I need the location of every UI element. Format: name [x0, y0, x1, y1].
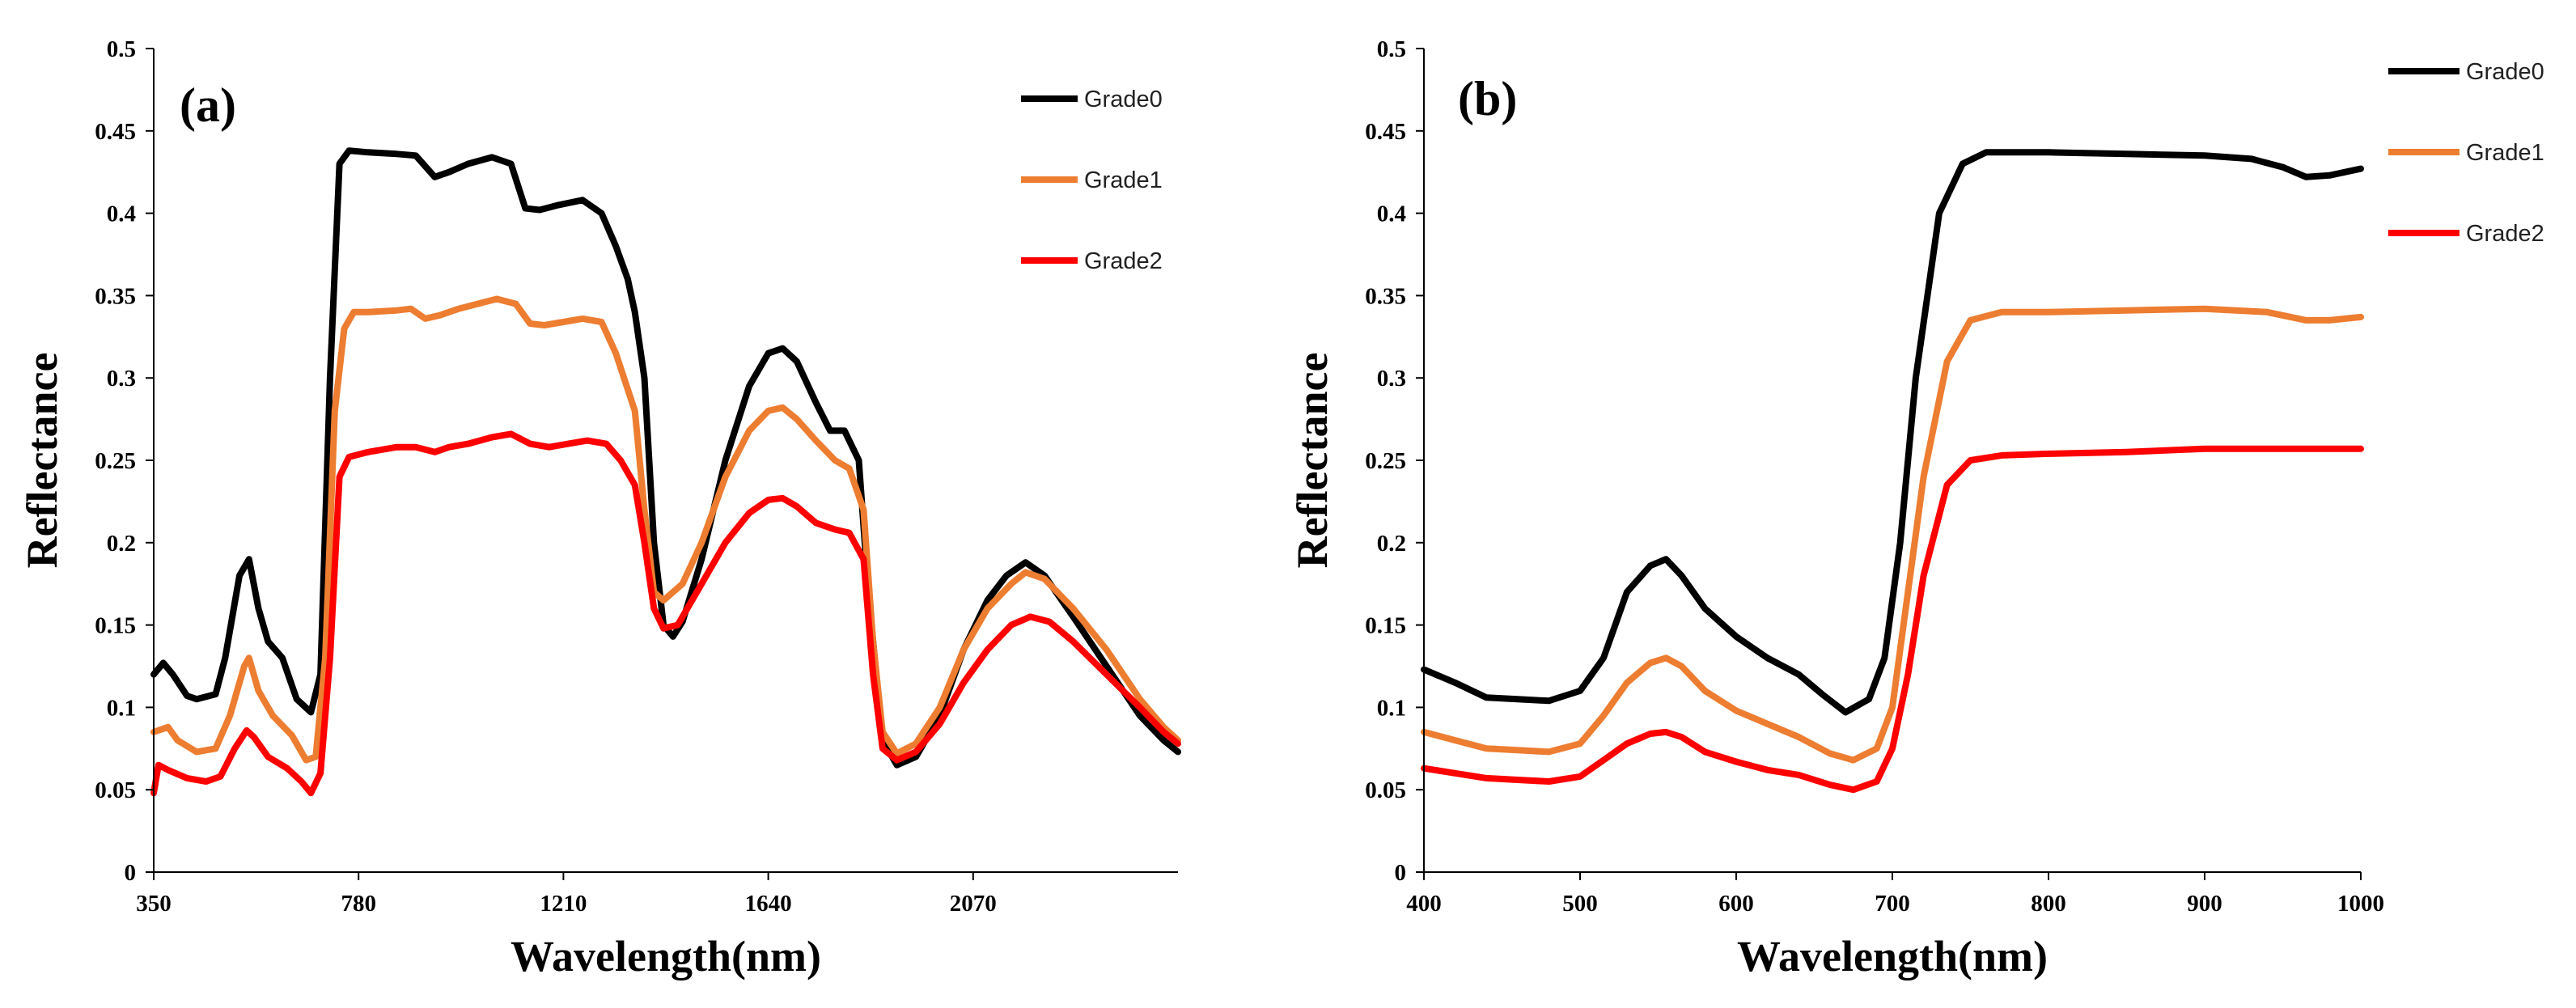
x-ticks: 400 500 600 700 800 900 1000	[1406, 872, 2384, 917]
y-tick-label: 0.1	[107, 695, 136, 721]
y-tick-label: 0.3	[107, 366, 136, 392]
legend-label-grade0: Grade0	[1084, 87, 1163, 112]
legend-label-grade2: Grade2	[1084, 248, 1163, 274]
y-ticks: 0 0.05 0.1 0.15 0.2 0.25 0.3 0.35 0.4 0.45 0.5	[95, 36, 154, 886]
x-tick-label: 600	[1718, 891, 1754, 917]
y-tick-label: 0.05	[1365, 777, 1406, 803]
y-tick-label: 0.1	[1377, 695, 1406, 721]
chart-panel-a: 0 0.05 0.1 0.15 0.2 0.25 0.3 0.35 0.4 0.45 0.5 350…	[18, 36, 1181, 980]
x-tick-label: 350	[136, 891, 172, 917]
x-tick-label: 800	[2031, 891, 2066, 917]
x-tick-label: 1000	[2337, 891, 2384, 917]
y-tick-label: 0.25	[95, 448, 136, 474]
y-tick-label: 0.4	[1377, 201, 1406, 227]
y-tick-label: 0.5	[1377, 36, 1406, 62]
series-group	[150, 147, 1181, 797]
series-line-grade1	[1421, 305, 2364, 764]
legend: Grade0 Grade1 Grade2	[1021, 87, 1163, 274]
x-tick-label: 1640	[745, 891, 792, 917]
legend-label-grade2: Grade2	[2466, 221, 2544, 247]
y-tick-label: 0.45	[95, 119, 136, 145]
y-axis-title: Reflectance	[18, 353, 66, 569]
y-tick-label: 0.15	[1365, 613, 1406, 639]
y-tick-label: 0.05	[95, 777, 136, 803]
x-tick-label: 700	[1875, 891, 1910, 917]
panel-label: (a)	[180, 78, 236, 132]
chart-panel-b: 0 0.05 0.1 0.15 0.2 0.25 0.3 0.35 0.4 0.45 0.5 400…	[1288, 36, 2544, 980]
legend: Grade0 Grade1 Grade2	[2388, 59, 2544, 247]
y-tick-label: 0	[1395, 860, 1407, 886]
series-line-grade1	[150, 295, 1181, 764]
x-ticks: 350 780 1210 1640 2070	[136, 872, 997, 917]
x-tick-label: 2070	[950, 891, 997, 917]
panel-label: (b)	[1458, 72, 1517, 125]
legend-label-grade0: Grade0	[2466, 59, 2544, 85]
x-axis-title: Wavelength(nm)	[1737, 932, 2048, 980]
x-tick-label: 400	[1406, 891, 1442, 917]
legend-label-grade1: Grade1	[1084, 167, 1163, 193]
y-tick-label: 0.2	[1377, 531, 1406, 557]
series-line-grade2	[1421, 445, 2364, 794]
y-tick-label: 0.25	[1365, 448, 1406, 474]
y-tick-label: 0.45	[1365, 119, 1406, 145]
y-tick-label: 0.3	[1377, 366, 1406, 392]
series-line-grade2	[150, 430, 1181, 797]
y-tick-label: 0.4	[107, 201, 136, 227]
x-tick-label: 500	[1562, 891, 1598, 917]
y-tick-label: 0.35	[95, 283, 136, 309]
x-tick-label: 900	[2187, 891, 2222, 917]
y-tick-label: 0.5	[107, 36, 136, 62]
y-axis-title: Reflectance	[1288, 353, 1337, 569]
legend-label-grade1: Grade1	[2466, 140, 2544, 166]
y-tick-label: 0.15	[95, 613, 136, 639]
x-tick-label: 780	[341, 891, 376, 917]
y-ticks: 0 0.05 0.1 0.15 0.2 0.25 0.3 0.35 0.4 0.45 0.5	[1365, 36, 1424, 886]
series-line-grade0	[1421, 149, 2364, 716]
y-tick-label: 0.2	[107, 531, 136, 557]
x-tick-label: 1210	[540, 891, 587, 917]
series-group	[1421, 149, 2364, 794]
y-tick-label: 0.35	[1365, 283, 1406, 309]
y-tick-label: 0	[125, 860, 137, 886]
x-axis-title: Wavelength(nm)	[511, 932, 821, 980]
